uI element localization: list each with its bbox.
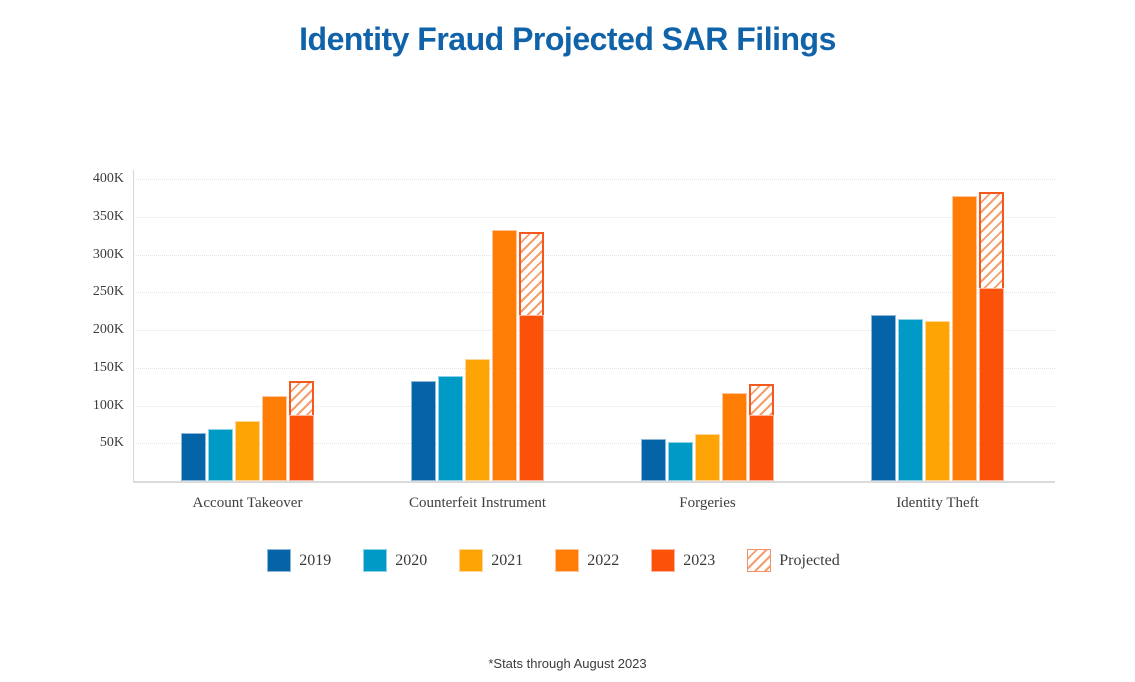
bar-2023-projected-counterfeit-instrument: [519, 232, 544, 481]
legend-swatch-2022: [555, 549, 580, 572]
chart-legend: 2019 2020 2021 2022 2023 Projected: [0, 549, 1121, 572]
bar-2019-identity-theft: [871, 315, 896, 481]
legend-item-2022: 2022: [555, 549, 619, 572]
y-axis-label-50k: 50K: [99, 435, 124, 451]
bar-2020-counterfeit-instrument: [438, 376, 463, 481]
bar-projected-forgeries: [749, 384, 774, 415]
gridline-400k: [133, 179, 1055, 180]
chart-title: Identity Fraud Projected SAR Filings: [299, 21, 836, 57]
bar-projected-identity-theft: [979, 192, 1004, 288]
legend-swatch-2019: [267, 549, 292, 572]
x-axis-label-counterfeit-instrument: Counterfeit Instrument: [408, 495, 547, 511]
legend-swatch-projected: [747, 549, 772, 572]
bar-2023-forgeries: [749, 415, 774, 481]
y-axis-label-400k: 400K: [92, 171, 124, 186]
bar-2019-forgeries: [641, 439, 666, 481]
x-axis-line: [133, 481, 1055, 483]
y-axis-label-100k: 100K: [92, 397, 124, 413]
gridline-300k: [133, 254, 1055, 256]
bar-group-identity-theft: [871, 192, 1004, 481]
legend-label-2022: 2022: [587, 551, 620, 569]
bar-2023-identity-theft: [979, 288, 1004, 481]
legend-item-2023: 2023: [651, 549, 715, 572]
y-axis-label-300k: 300K: [92, 246, 124, 262]
legend-item-2021: 2021: [459, 549, 523, 572]
gridline-150k: [133, 367, 1055, 369]
legend-swatch-2023: [651, 549, 676, 572]
legend-label-2019: 2019: [299, 551, 332, 569]
bar-2023-account-takeover: [289, 415, 314, 481]
legend-swatch-2020: [363, 549, 388, 572]
bar-2021-account-takeover: [235, 421, 260, 481]
bar-2020-account-takeover: [208, 429, 233, 481]
bar-group-account-takeover: [181, 381, 314, 481]
bar-2022-account-takeover: [262, 396, 287, 481]
y-axis-label-250k: 250K: [92, 284, 124, 300]
gridline-50k: [133, 443, 1055, 445]
bar-2021-counterfeit-instrument: [465, 359, 490, 481]
legend-label-2020: 2020: [395, 551, 428, 569]
legend-item-projected: Projected: [747, 549, 840, 572]
bar-2022-identity-theft: [952, 196, 977, 481]
y-axis-label-350k: 350K: [92, 208, 124, 224]
gridline-350k: [133, 216, 1055, 218]
bar-2023-projected-forgeries: [749, 384, 774, 481]
bar-2023-projected-identity-theft: [979, 192, 1004, 481]
bar-2023-counterfeit-instrument: [519, 315, 544, 481]
bar-2023-projected-account-takeover: [289, 381, 314, 481]
y-axis-label-150k: 150K: [92, 359, 124, 375]
y-axis-line: [133, 170, 134, 481]
legend-label-2023: 2023: [683, 551, 716, 569]
bar-2022-forgeries: [722, 393, 747, 481]
bar-projected-counterfeit-instrument: [519, 232, 544, 315]
x-axis-label-forgeries: Forgeries: [679, 495, 736, 511]
bar-2019-counterfeit-instrument: [411, 381, 436, 481]
bar-2021-identity-theft: [925, 321, 950, 481]
gridline-100k: [133, 405, 1055, 407]
plot-area: 400K 350K 300K 250K 200K 150K 100K 50K Account T…: [93, 170, 1055, 511]
chart-footnote: *Stats through August 2023: [488, 656, 647, 671]
legend-label-2021: 2021: [491, 551, 524, 569]
gridline-200k: [133, 330, 1055, 331]
bar-2019-account-takeover: [181, 433, 206, 481]
bar-group-forgeries: [641, 384, 774, 481]
x-axis-label-account-takeover: Account Takeover: [192, 495, 303, 511]
bar-2020-identity-theft: [898, 319, 923, 481]
bar-projected-account-takeover: [289, 381, 314, 415]
y-axis-label-200k: 200K: [92, 322, 124, 337]
x-axis-label-identity-theft: Identity Theft: [896, 495, 979, 511]
legend-swatch-2021: [459, 549, 484, 572]
legend-label-projected: Projected: [779, 551, 840, 569]
gridline-250k: [133, 292, 1055, 294]
bar-2020-forgeries: [668, 442, 693, 481]
bar-2022-counterfeit-instrument: [492, 230, 517, 481]
legend-item-2020: 2020: [363, 549, 427, 572]
bar-2021-forgeries: [695, 434, 720, 481]
bar-group-counterfeit-instrument: [411, 230, 544, 481]
legend-item-2019: 2019: [267, 549, 331, 572]
